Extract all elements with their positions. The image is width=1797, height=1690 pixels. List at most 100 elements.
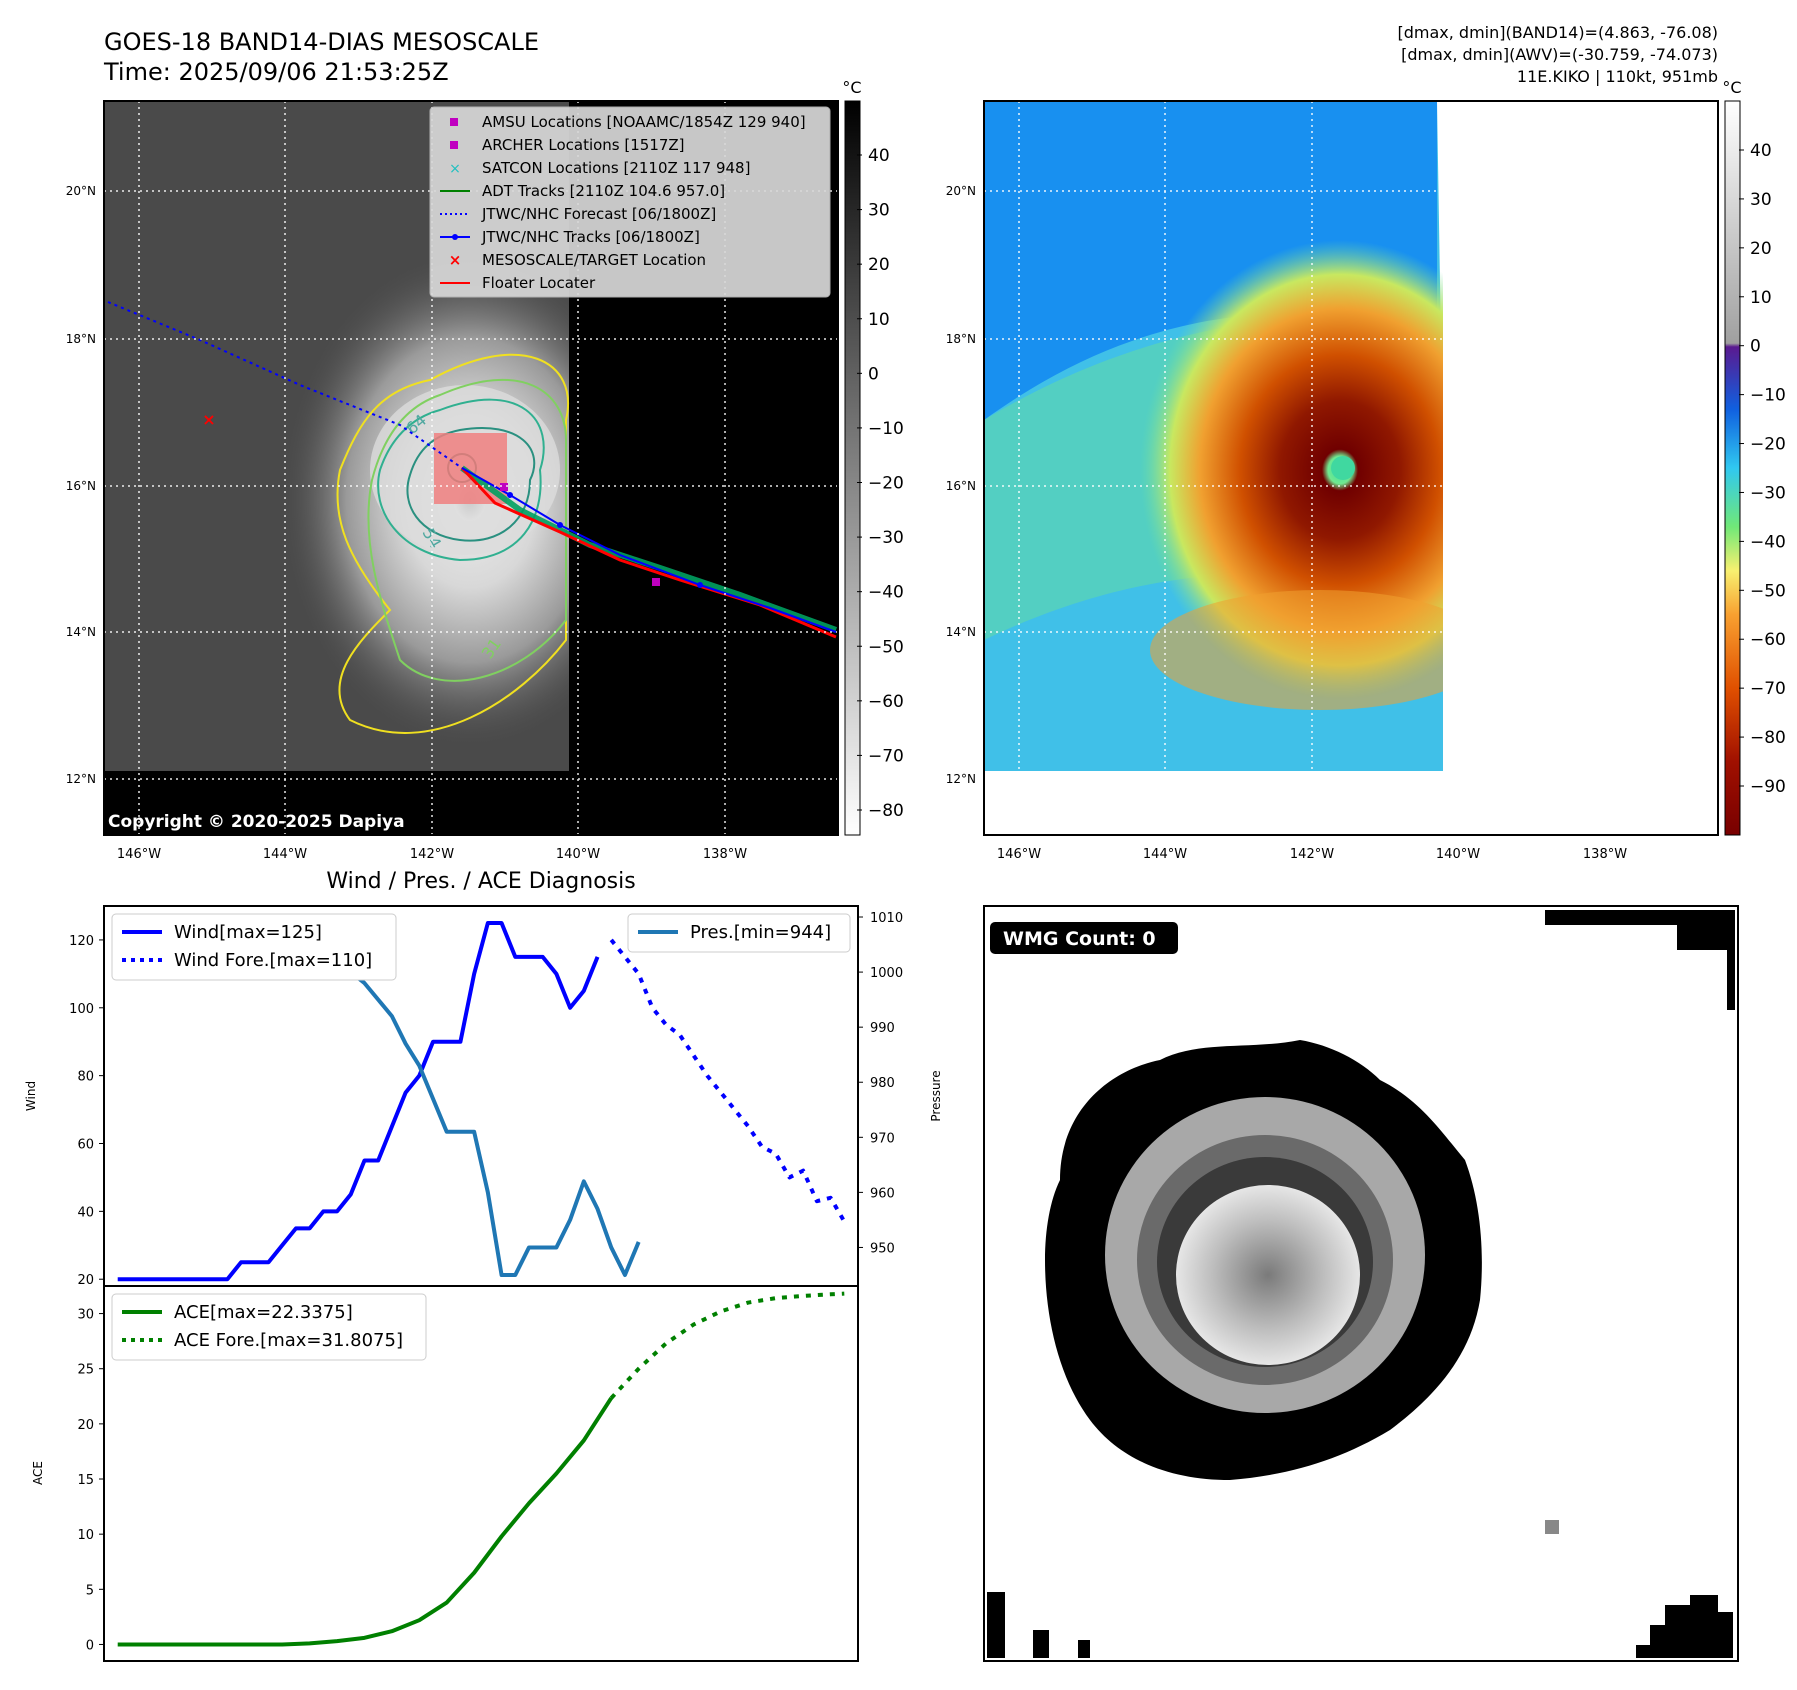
ir-lon-ticks: 146°W 144°W 142°W 140°W 138°W (117, 847, 747, 862)
color-colorbar-tick-3: 10 (1750, 288, 1772, 308)
ir-colorbar-unit: °C (842, 78, 861, 97)
ir-colorbar-tick-0: 40 (868, 146, 890, 166)
color-colorbar-tick-9: −50 (1750, 581, 1786, 601)
wind-ylabel: Wind (24, 1081, 38, 1111)
contour-lightgreen (367, 378, 567, 682)
storm-eye (1331, 456, 1355, 480)
ir-colorbar-tick-1: 30 (868, 201, 890, 221)
ir-colorbar-tick-11: −70 (868, 746, 904, 766)
legend-amsu: AMSU Locations [NOAAMC/1854Z 129 940] (482, 113, 806, 131)
target-marker: × (202, 410, 215, 429)
contour-teal (377, 398, 545, 562)
aceChart-series-0 (117, 1396, 613, 1647)
ir-lat-ticks: 20°N 18°N 16°N 14°N 12°N (66, 184, 96, 786)
legend-target: MESOSCALE/TARGET Location (482, 251, 706, 269)
color-colorbar-tick-11: −70 (1750, 679, 1786, 699)
windChart-ytick2-2: 970 (870, 1131, 895, 1146)
ir-lat-14: 14°N (66, 625, 96, 639)
color-colorbar-tick-1: 30 (1750, 190, 1772, 210)
ir-lon-142: 142°W (410, 847, 454, 862)
pressure-legend: Pres.[min=944] (627, 913, 851, 953)
color-lon-146: 146°W (997, 847, 1041, 862)
svg-text:×: × (449, 251, 462, 269)
color-colorbar (1724, 100, 1741, 836)
ir-legend: × × AMSU Locations [NOAAMC/1854Z 129 940… (429, 106, 831, 298)
aceChart-ytick-4: 20 (77, 1418, 94, 1433)
pressure-legend-label: Pres.[min=944] (690, 922, 831, 943)
aceChart-ytick-1: 5 (86, 1583, 94, 1598)
legend-forecast: JTWC/NHC Forecast [06/1800Z] (481, 205, 716, 223)
legend-floater: Floater Locater (482, 274, 596, 292)
ace-fore-legend-label: ACE Fore.[max=31.8075] (174, 1330, 403, 1351)
storm-info: 11E.KIKO | 110kt, 951mb (1517, 67, 1718, 86)
dmax-band14: [dmax, dmin](BAND14)=(4.863, -76.08) (1398, 23, 1719, 42)
windChart-ytick-5: 120 (69, 934, 94, 949)
ir-colorbar-tick-9: −50 (868, 637, 904, 657)
ir-lat-18: 18°N (66, 332, 96, 346)
color-colorbar-tick-7: −30 (1750, 483, 1786, 503)
ir-colorbar (844, 100, 861, 836)
windChart-ytick-1: 40 (77, 1205, 94, 1220)
color-colorbar-tick-8: −40 (1750, 532, 1786, 552)
ace-ylabel: ACE (31, 1461, 45, 1485)
color-lon-ticks: 146°W 144°W 142°W 140°W 138°W (997, 847, 1627, 862)
color-lat-20: 20°N (946, 184, 976, 198)
aceChart-ytick-3: 15 (77, 1473, 94, 1488)
color-lat-ticks: 20°N 18°N 16°N 14°N 12°N (946, 184, 976, 786)
ace-legend-label: ACE[max=22.3375] (174, 1302, 353, 1323)
windChart-ytick2-4: 990 (870, 1021, 895, 1036)
ir-lon-146: 146°W (117, 847, 161, 862)
windChart-ytick2-1: 960 (870, 1186, 895, 1201)
color-lon-142: 142°W (1290, 847, 1334, 862)
figure-title: GOES-18 BAND14-DIAS MESOSCALE (104, 28, 539, 56)
windChart-ytick-3: 80 (77, 1070, 94, 1085)
aceChart-ytick-0: 0 (86, 1638, 94, 1653)
ir-lat-20: 20°N (66, 184, 96, 198)
color-colorbar-tick-12: −80 (1750, 728, 1786, 748)
ir-colorbar-tick-5: −10 (868, 419, 904, 439)
diagnosis-title: Wind / Pres. / ACE Diagnosis (326, 869, 635, 894)
legend-archer: ARCHER Locations [1517Z] (482, 136, 685, 154)
windChart-series-0 (117, 920, 600, 1282)
color-colorbar-unit: °C (1722, 78, 1741, 97)
color-lon-144: 144°W (1143, 847, 1187, 862)
color-lat-14: 14°N (946, 625, 976, 639)
ace-legend: ACE[max=22.3375] ACE Fore.[max=31.8075] (111, 1293, 427, 1361)
windChart-ytick2-3: 980 (870, 1076, 895, 1091)
ir-colorbar-tick-6: −20 (868, 474, 904, 494)
ir-lon-144: 144°W (263, 847, 307, 862)
ir-lon-138: 138°W (703, 847, 747, 862)
windChart-series-1 (609, 938, 847, 1223)
pressure-ylabel: Pressure (929, 1070, 943, 1121)
wind-fore-legend-label: Wind Fore.[max=110] (174, 950, 372, 971)
color-lat-18: 18°N (946, 332, 976, 346)
figure-time: Time: 2025/09/06 21:53:25Z (103, 58, 449, 86)
color-colorbar-tick-13: −90 (1750, 777, 1786, 797)
ace-chart: 0 5 10 15 20 25 30 ACE ACE[max=22.3375] ACE Fo… (31, 1285, 859, 1662)
windChart-ytick-2: 60 (77, 1138, 94, 1153)
color-lon-138: 138°W (1583, 847, 1627, 862)
color-colorbar-tick-6: −20 (1750, 435, 1786, 455)
ir-colorbar-tick-4: 0 (868, 364, 879, 384)
windChart-ytick-4: 100 (69, 1002, 94, 1017)
ir-lat-16: 16°N (66, 479, 96, 493)
wind-pressure-chart: 20 40 60 80 100 120 950 960 970 980 990 1000 1010 Wi… (24, 905, 943, 1288)
dmax-awv: [dmax, dmin](AWV)=(-30.759, -74.073) (1401, 45, 1718, 64)
copyright: Copyright © 2020-2025 Dapiya (108, 812, 405, 832)
color-colorbar-tick-0: 40 (1750, 141, 1772, 161)
wmg-panel: WMG Count: 0 (983, 905, 1739, 1662)
ir-lon-140: 140°W (556, 847, 600, 862)
wmg-count-badge: WMG Count: 0 (990, 922, 1178, 954)
windChart-ytick-0: 20 (77, 1273, 94, 1288)
ir-colorbar-ticks: 40 30 20 10 0 −10 −20 −30 −40 −50 −60 −70 −80 (857, 146, 904, 821)
contour-yellow (336, 353, 569, 734)
legend-adt: ADT Tracks [2110Z 104.6 957.0] (482, 182, 725, 200)
color-gridlines (984, 101, 1718, 835)
wmg-count-label: WMG Count: 0 (1003, 928, 1156, 950)
color-map-panel: 20°N 18°N 16°N 14°N 12°N 146°W 144°W 142… (946, 78, 1786, 862)
archer-marker (500, 483, 508, 491)
amsu-marker (652, 578, 660, 586)
ir-map-panel: 64 54 31 × (66, 78, 904, 862)
color-colorbar-tick-10: −60 (1750, 630, 1786, 650)
